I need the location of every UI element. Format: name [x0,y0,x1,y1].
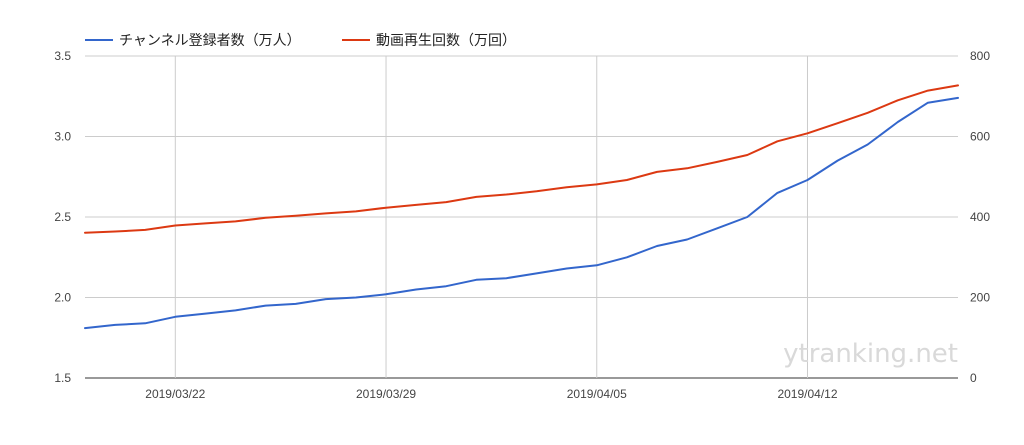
right-tick-label: 600 [970,130,990,144]
left-tick-label: 3.0 [54,130,71,144]
series-line-2 [84,84,959,234]
series-lines [84,84,959,330]
left-tick-label: 2.5 [54,210,71,224]
x-tick-label: 2019/03/29 [356,387,416,401]
right-tick-label: 400 [970,210,990,224]
grid-lines [85,55,958,379]
right-tick-label: 0 [970,371,977,385]
x-tick-label: 2019/04/12 [777,387,837,401]
legend-label-1: チャンネル登録者数（万人） [119,33,301,49]
x-axis-ticks: 2019/03/22 2019/03/29 2019/04/05 2019/04/12 [145,387,838,401]
x-tick-label: 2019/03/22 [145,387,205,401]
watermark: ytranking.net [783,339,958,369]
legend: チャンネル登録者数（万人） 動画再生回数（万回） [85,33,516,49]
left-tick-label: 1.5 [54,371,71,385]
left-tick-label: 3.5 [54,49,71,63]
right-tick-label: 800 [970,49,990,63]
left-axis-ticks: 1.5 2.0 2.5 3.0 3.5 [54,49,71,385]
x-tick-label: 2019/04/05 [567,387,627,401]
series-line-1 [84,96,959,330]
left-tick-label: 2.0 [54,291,71,305]
legend-label-2: 動画再生回数（万回） [376,33,516,49]
right-tick-label: 200 [970,291,990,305]
right-axis-ticks: 0 200 400 600 800 [970,49,990,385]
